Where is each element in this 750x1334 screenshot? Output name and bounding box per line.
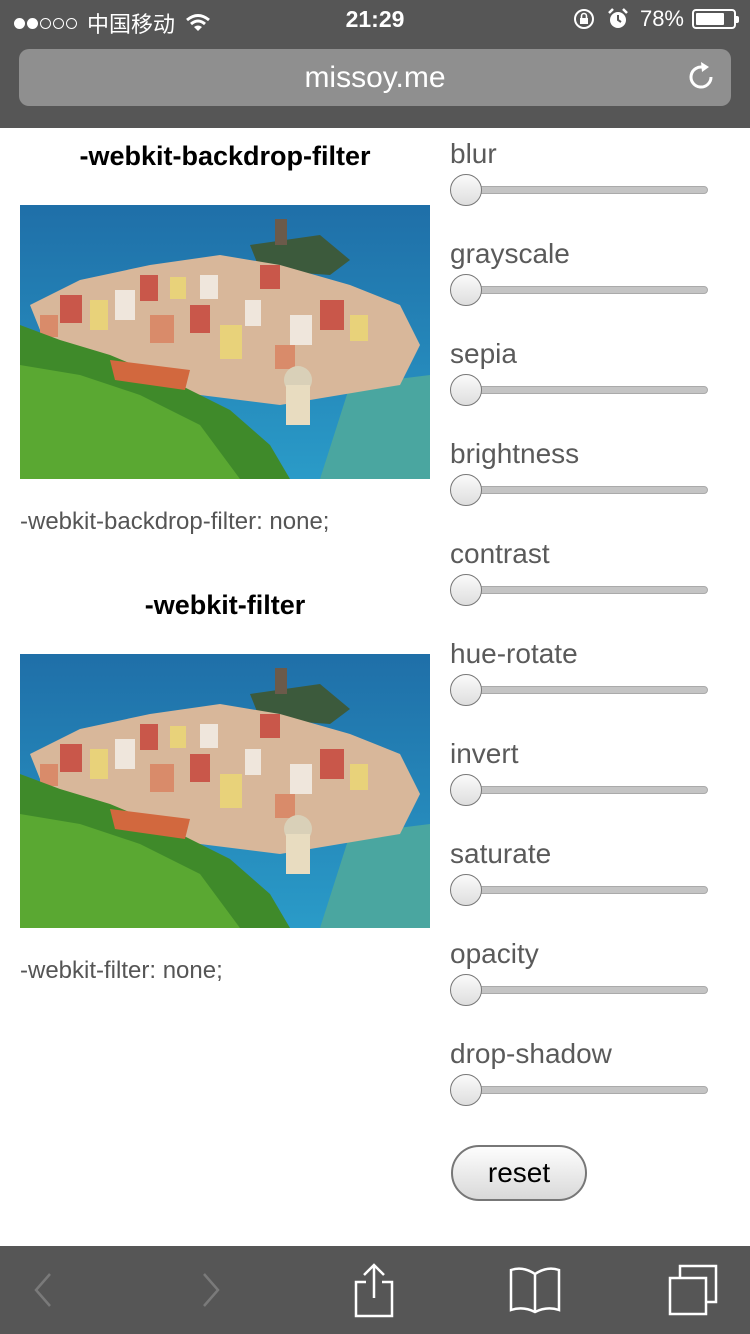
url-text: missoy.me	[304, 61, 446, 94]
alarm-icon	[608, 8, 628, 28]
control-label-contrast: contrast	[450, 538, 550, 569]
carrier-info: 中国移动	[14, 7, 211, 39]
status-time: 21:29	[345, 6, 405, 32]
address-bar[interactable]: missoy.me	[19, 49, 731, 106]
hue-rotate-slider[interactable]	[450, 672, 710, 712]
backdrop-filter-photo	[20, 205, 430, 479]
control-label-grayscale: grayscale	[450, 238, 570, 269]
forward-icon[interactable]	[198, 1270, 224, 1310]
control-label-drop-shadow: drop-shadow	[450, 1038, 612, 1069]
slider-thumb[interactable]	[450, 774, 482, 806]
control-label-invert: invert	[450, 738, 519, 769]
carrier-name: 中国移动	[87, 12, 176, 37]
reset-button[interactable]: reset	[451, 1145, 587, 1201]
back-icon[interactable]	[30, 1270, 56, 1310]
wifi-icon	[186, 14, 210, 31]
share-icon[interactable]	[352, 1262, 396, 1318]
backdrop-filter-heading: -webkit-backdrop-filter	[79, 141, 371, 171]
slider-track	[470, 486, 708, 494]
control-label-sepia: sepia	[450, 338, 517, 369]
status-right: 78%	[572, 6, 739, 32]
slider-track	[470, 586, 708, 594]
control-label-blur: blur	[450, 138, 497, 169]
control-label-saturate: saturate	[450, 838, 552, 869]
tabs-icon[interactable]	[666, 1262, 722, 1318]
demo-column: -webkit-backdrop-filter	[20, 128, 430, 986]
bookmarks-icon[interactable]	[508, 1264, 562, 1314]
signal-strength-icon	[14, 17, 79, 29]
slider-track	[470, 386, 708, 394]
control-label-brightness: brightness	[450, 438, 580, 469]
status-bar: 中国移动 21:29 78%	[0, 0, 750, 40]
saturate-slider[interactable]	[450, 872, 710, 912]
slider-thumb[interactable]	[450, 374, 482, 406]
brightness-slider[interactable]	[450, 472, 710, 512]
slider-thumb[interactable]	[450, 674, 482, 706]
filter-photo	[20, 654, 430, 928]
orientation-lock-icon	[573, 9, 594, 29]
reload-icon[interactable]	[685, 61, 717, 93]
slider-track	[470, 786, 708, 794]
slider-thumb[interactable]	[450, 474, 482, 506]
slider-track	[470, 186, 708, 194]
slider-thumb[interactable]	[450, 274, 482, 306]
backdrop-filter-value: -webkit-backdrop-filter: none;	[20, 508, 330, 535]
browser-toolbar	[0, 1246, 750, 1334]
slider-thumb[interactable]	[450, 574, 482, 606]
drop-shadow-slider[interactable]	[450, 1072, 710, 1112]
page-content: -webkit-backdrop-filter	[0, 128, 750, 1246]
filter-heading: -webkit-filter	[144, 590, 306, 620]
slider-track	[470, 286, 708, 294]
slider-thumb[interactable]	[450, 974, 482, 1006]
invert-slider[interactable]	[450, 772, 710, 812]
battery-percent: 78%	[639, 6, 684, 31]
filter-controls: blur grayscale sepia brightness contrast hue-…	[450, 128, 730, 1112]
battery-icon	[692, 9, 739, 29]
browser-chrome: 中国移动 21:29 78% missoy.me	[0, 0, 750, 128]
sepia-slider[interactable]	[450, 372, 710, 412]
grayscale-slider[interactable]	[450, 272, 710, 312]
slider-track	[470, 886, 708, 894]
filter-value: -webkit-filter: none;	[20, 957, 223, 984]
control-label-hue-rotate: hue-rotate	[450, 638, 578, 669]
control-label-opacity: opacity	[450, 938, 539, 969]
opacity-slider[interactable]	[450, 972, 710, 1012]
blur-slider[interactable]	[450, 172, 710, 212]
slider-thumb[interactable]	[450, 874, 482, 906]
slider-track	[470, 986, 708, 994]
slider-thumb[interactable]	[450, 174, 482, 206]
slider-thumb[interactable]	[450, 1074, 482, 1106]
slider-track	[470, 1086, 708, 1094]
slider-track	[470, 686, 708, 694]
contrast-slider[interactable]	[450, 572, 710, 612]
